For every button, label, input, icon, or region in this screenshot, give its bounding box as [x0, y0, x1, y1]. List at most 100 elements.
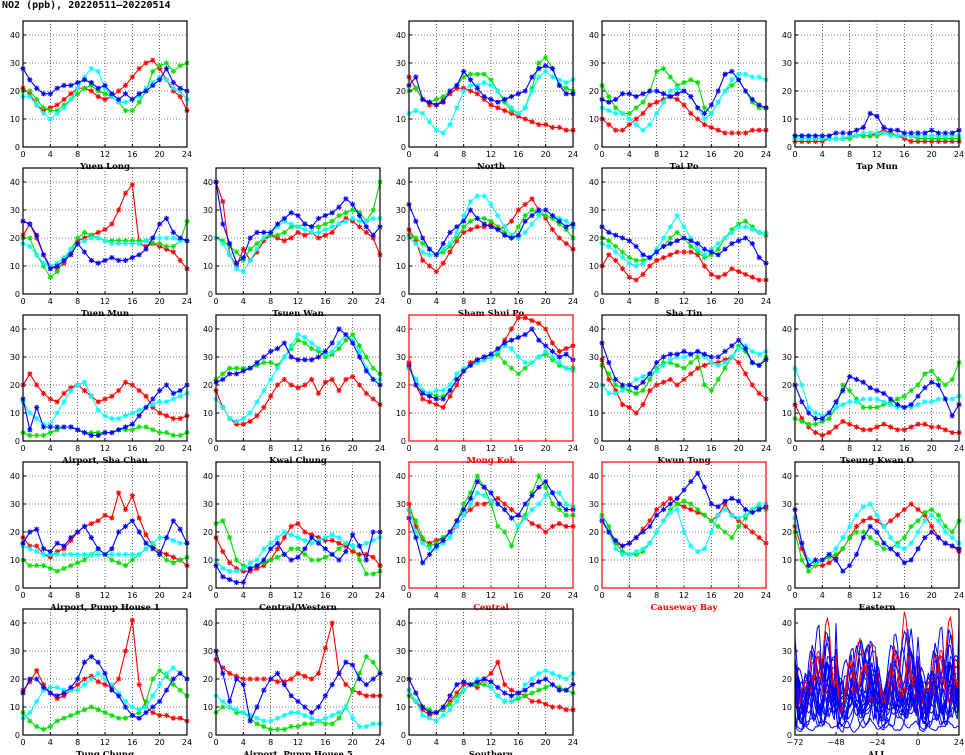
blue-data-point	[701, 484, 708, 490]
cyan-data-point	[102, 85, 108, 91]
green-data-point	[461, 74, 467, 80]
blue-data-point	[322, 693, 328, 699]
blue-data-point	[915, 546, 921, 552]
y-tick-label: 30	[782, 353, 792, 362]
cyan-data-point	[667, 357, 673, 363]
red-data-point	[742, 271, 749, 277]
blue-data-point	[136, 413, 142, 419]
blue-data-point	[660, 507, 667, 513]
red-data-point	[881, 127, 887, 133]
blue-data-point	[556, 82, 562, 88]
blue-data-point	[563, 687, 569, 693]
blue-data-point	[654, 249, 660, 255]
blue-data-point	[529, 682, 535, 688]
red-data-point	[481, 501, 487, 507]
green-data-point	[667, 507, 673, 513]
red-data-point	[474, 91, 480, 97]
red-data-point	[508, 110, 515, 116]
blue-data-point	[647, 88, 653, 94]
cyan-data-point	[177, 393, 183, 399]
cyan-data-point	[61, 399, 67, 405]
cyan-data-point	[701, 354, 708, 360]
blue-data-point	[440, 537, 446, 543]
green-data-point	[901, 393, 907, 399]
cyan-data-point	[488, 498, 494, 504]
green-data-point	[674, 82, 680, 88]
red-data-point	[667, 495, 673, 501]
x-tick-label: 12	[872, 150, 882, 159]
red-data-point	[681, 504, 687, 510]
red-data-point	[908, 424, 914, 430]
blue-data-point	[667, 94, 673, 100]
blue-data-point	[413, 382, 419, 388]
green-data-point	[522, 512, 528, 518]
red-data-point	[109, 684, 115, 690]
green-data-point	[27, 718, 33, 724]
blue-data-point	[433, 710, 439, 716]
red-data-point	[833, 424, 839, 430]
cyan-data-point	[742, 224, 749, 230]
blue-data-point	[254, 704, 260, 710]
red-data-point	[749, 382, 755, 388]
green-data-point	[343, 337, 349, 343]
red-data-point	[549, 340, 556, 346]
red-data-point	[420, 257, 426, 263]
red-data-point	[136, 682, 142, 688]
blue-data-point	[440, 396, 446, 402]
blue-data-point	[908, 402, 914, 408]
red-data-point	[81, 388, 88, 394]
cyan-data-point	[901, 546, 907, 552]
y-tick-label: 40	[10, 178, 20, 187]
green-data-point	[136, 238, 142, 244]
cyan-data-point	[170, 537, 176, 543]
green-data-point	[556, 507, 562, 513]
cyan-data-point	[867, 396, 873, 402]
blue-data-point	[660, 243, 667, 249]
blue-data-point	[268, 229, 274, 235]
x-tick-label: 4	[434, 738, 439, 747]
blue-data-point	[274, 221, 281, 227]
red-series-line	[22, 183, 188, 270]
red-data-point	[543, 215, 549, 221]
blue-data-point	[922, 535, 928, 541]
blue-data-point	[116, 257, 122, 263]
green-data-point	[34, 432, 40, 438]
red-data-point	[515, 207, 521, 213]
y-tick-label: 40	[782, 619, 792, 628]
blue-data-point	[274, 346, 281, 352]
red-data-point	[157, 243, 163, 249]
blue-data-point	[34, 676, 40, 682]
green-data-point	[942, 523, 948, 529]
x-tick-label: 24	[182, 444, 192, 453]
blue-data-point	[488, 224, 494, 230]
y-tick-label: 20	[589, 234, 599, 243]
green-data-point	[220, 518, 226, 524]
cyan-data-point	[254, 715, 260, 721]
cyan-data-point	[177, 540, 183, 546]
green-data-point	[309, 721, 315, 727]
cyan-data-point	[34, 102, 40, 108]
red-data-point	[742, 130, 749, 136]
green-data-point	[515, 224, 521, 230]
cyan-data-point	[322, 535, 328, 541]
green-data-point	[329, 721, 335, 727]
cyan-data-point	[619, 255, 626, 261]
blue-data-point	[647, 523, 653, 529]
blue-data-point	[129, 518, 135, 524]
green-data-point	[136, 710, 142, 716]
red-data-point	[626, 404, 632, 410]
red-data-point	[177, 416, 183, 422]
green-data-point	[413, 85, 419, 91]
x-tick-label: 16	[899, 150, 909, 159]
blue-data-point	[170, 676, 176, 682]
green-data-point	[695, 354, 701, 360]
red-data-point	[667, 252, 673, 258]
blue-data-point	[40, 91, 47, 97]
green-data-point	[34, 96, 40, 102]
x-tick-label: 20	[155, 444, 165, 453]
green-data-point	[922, 371, 928, 377]
cyan-data-point	[34, 698, 40, 704]
blue-data-point	[288, 557, 294, 563]
cyan-data-point	[247, 712, 253, 718]
